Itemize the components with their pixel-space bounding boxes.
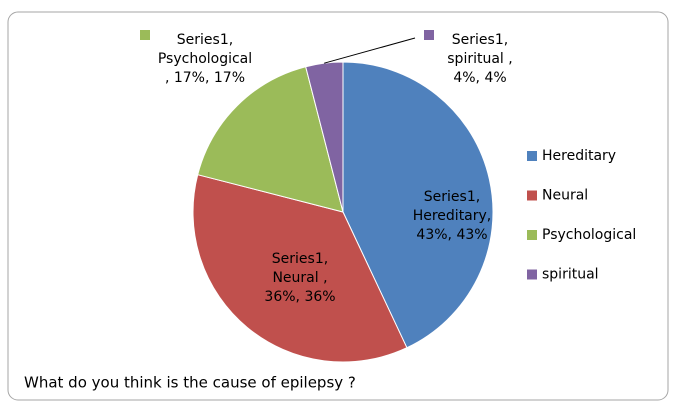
legend-label: Neural xyxy=(542,188,588,204)
legend-key xyxy=(527,151,537,161)
leader-line xyxy=(324,37,416,64)
data-label: spiritual , xyxy=(447,51,512,67)
data-label: Neural , xyxy=(272,270,327,286)
legend-label: Hereditary xyxy=(542,148,616,164)
pie-slice xyxy=(192,174,408,363)
chart-title: What do you think is the cause of epilep… xyxy=(24,374,356,392)
label-key xyxy=(424,30,434,40)
data-label: 4%, 4% xyxy=(453,70,506,86)
pie-slice xyxy=(197,66,344,213)
data-label: Series1, xyxy=(272,251,328,267)
data-label: 43%, 43% xyxy=(416,227,487,243)
legend-key xyxy=(527,269,537,280)
legend-label: Psychological xyxy=(542,227,636,243)
data-label: Series1, xyxy=(177,32,233,48)
legend-key xyxy=(527,190,537,201)
data-label: , 17%, 17% xyxy=(165,70,245,86)
data-label: Psychological xyxy=(158,51,252,67)
label-key xyxy=(140,30,150,40)
legend-label: spiritual xyxy=(542,267,599,283)
data-label: Hereditary, xyxy=(413,208,492,224)
legend-key xyxy=(527,230,537,240)
data-label: 36%, 36% xyxy=(264,289,335,305)
data-label: Series1, xyxy=(452,32,508,48)
pie-slice xyxy=(342,61,494,349)
data-label: Series1, xyxy=(424,189,480,205)
